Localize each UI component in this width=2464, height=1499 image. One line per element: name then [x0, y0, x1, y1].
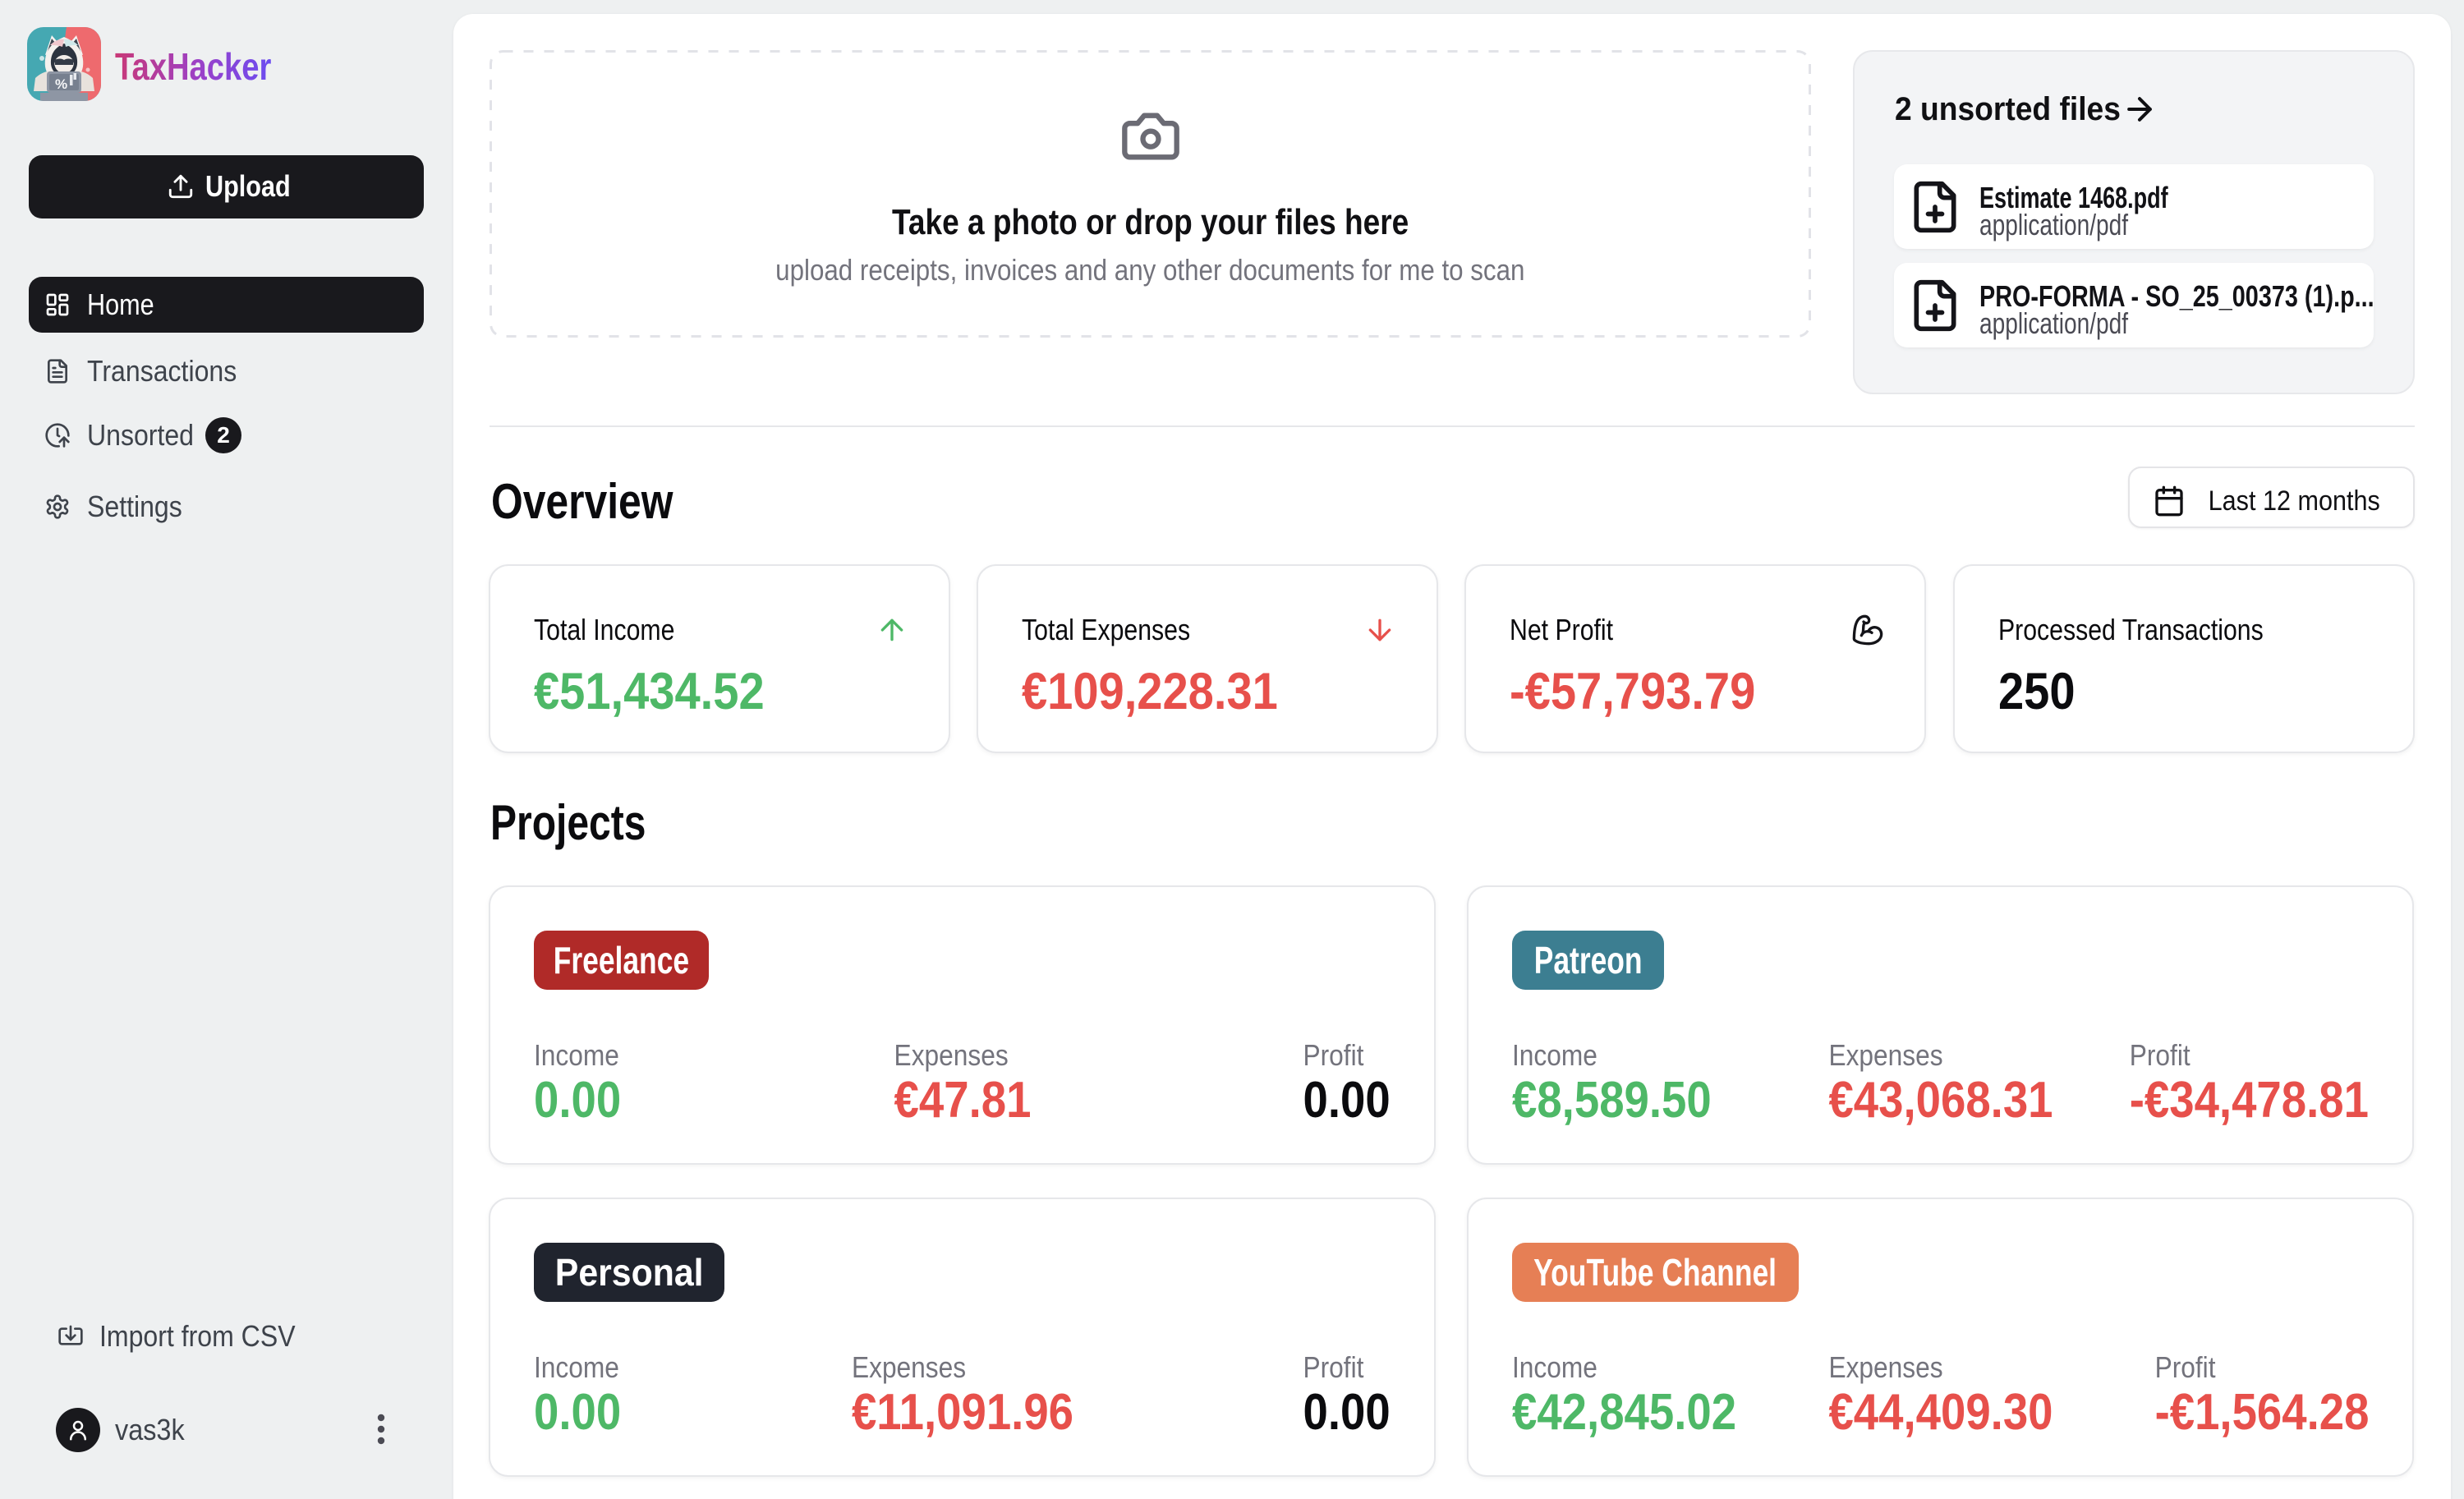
svg-text:%: % [55, 76, 67, 92]
